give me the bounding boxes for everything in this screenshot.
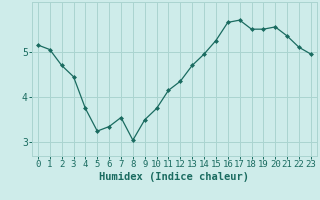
X-axis label: Humidex (Indice chaleur): Humidex (Indice chaleur) xyxy=(100,172,249,182)
